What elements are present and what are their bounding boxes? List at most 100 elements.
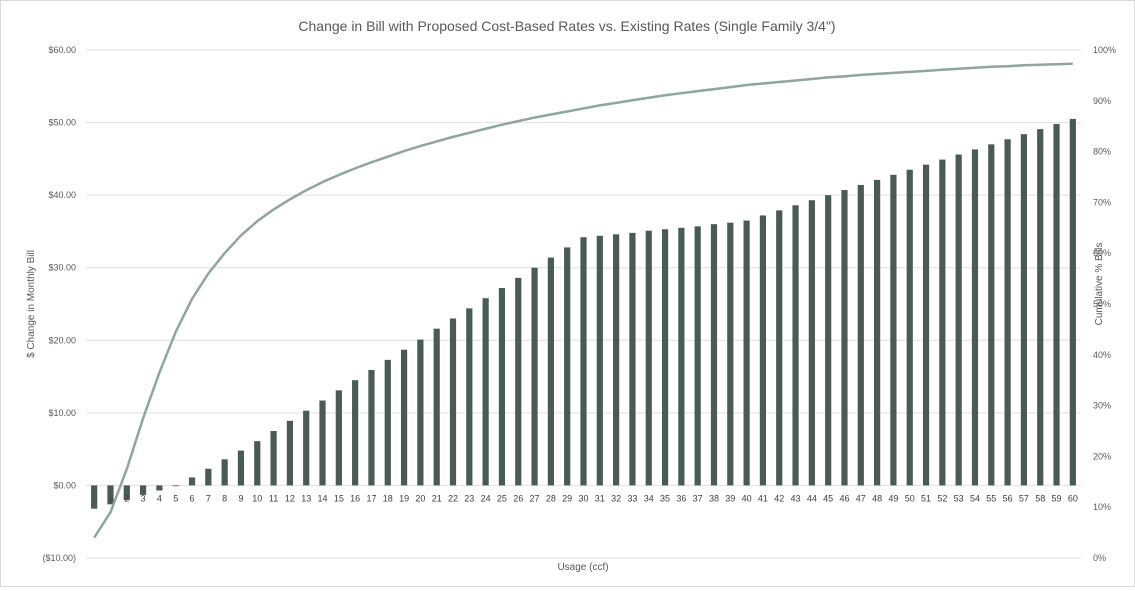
x-tick-label: 48 [872,493,882,503]
bar [564,247,571,486]
x-tick-label: 33 [627,493,637,503]
y2-tick-label: 60% [1093,248,1111,258]
bar [172,485,179,487]
x-tick-label: 42 [774,493,784,503]
bar [237,450,245,486]
x-tick-label: 46 [839,493,849,503]
y2-tick-label: 40% [1093,350,1111,360]
y-tick-label: $50.00 [48,118,76,128]
x-tick-label: 11 [269,493,278,503]
bar [400,349,408,486]
bar [221,459,228,486]
y-tick-label: ($10.00) [42,553,76,563]
bar [629,232,636,486]
x-tick-label: 34 [644,493,654,503]
x-axis-title: Usage (ccf) [557,562,608,573]
x-axis-ticks: 1 2 3 4 5 6 7 8 9 10 11 12 13 14 15 16 17 18 19 20 21 22 23 24 2… [108,493,1078,503]
bar [580,237,587,486]
y2-tick-label: 70% [1093,197,1111,207]
bar [449,318,457,486]
x-tick-label: 27 [530,493,540,503]
x-tick-label: 3 [141,493,146,503]
x-tick-label: 29 [562,493,572,503]
left-axis-ticks: ($10.00) $0.00 $10.00 $20.00 $30.00 $40.00 $50… [42,45,76,563]
y2-tick-label: 20% [1093,451,1111,461]
y-axis-title: $ Change in Monthly Bill [26,250,37,358]
bar [254,441,261,486]
y2-axis-title: Cumulative % Bills [1094,243,1105,326]
bar [531,267,538,486]
bar [613,234,620,486]
right-axis-ticks: 0% 10% 20% 30% 40% 50% 60% 70% 80% 90% 100% [1093,45,1116,563]
bar [971,149,979,486]
x-tick-label: 15 [334,493,344,503]
bar [107,485,114,505]
x-tick-label: 1 [108,493,113,503]
bar [759,215,767,486]
chart-title: Change in Bill with Proposed Cost-Based … [298,18,835,34]
y2-tick-label: 50% [1093,299,1111,309]
x-tick-label: 2 [124,493,129,503]
x-tick-label: 35 [660,493,670,503]
x-tick-label: 19 [399,493,409,503]
bar [466,308,473,486]
bar [906,169,913,486]
bar [433,328,440,486]
x-tick-label: 32 [611,493,621,503]
x-tick-label: 51 [921,493,931,503]
x-tick-label: 22 [448,493,458,503]
x-tick-label: 28 [546,493,556,503]
bar [498,288,506,486]
x-tick-label: 18 [383,493,393,503]
x-tick-label: 13 [301,493,311,503]
x-tick-label: 40 [742,493,752,503]
x-tick-label: 36 [676,493,686,503]
x-tick-label: 37 [693,493,703,503]
x-tick-label: 56 [1003,493,1013,503]
x-tick-label: 54 [970,493,980,503]
bar [792,205,799,486]
x-tick-label: 17 [366,493,376,503]
x-tick-label: 4 [157,493,162,503]
bar [303,410,310,486]
bar [1004,139,1011,486]
cumulative-line-series [93,62,1073,539]
x-tick-label: 58 [1035,493,1045,503]
bar [1069,118,1076,486]
x-tick-label: 24 [481,493,491,503]
bar [988,144,995,486]
x-tick-label: 5 [173,493,178,503]
bar [939,159,946,486]
bar [91,485,98,509]
y2-tick-label: 100% [1093,45,1116,55]
y2-tick-label: 0% [1093,553,1106,563]
bar [547,257,554,486]
y2-tick-label: 30% [1093,401,1111,411]
x-tick-label: 53 [954,493,964,503]
x-tick-label: 6 [190,493,195,503]
x-tick-label: 7 [206,493,211,503]
x-tick-label: 38 [709,493,719,503]
bar [515,277,522,486]
bar [922,164,930,486]
x-tick-label: 23 [464,493,474,503]
x-tick-label: 50 [905,493,915,503]
bar [857,184,864,486]
bar [645,230,652,486]
bar [1053,124,1060,486]
x-tick-label: 55 [986,493,996,503]
bar [661,229,669,486]
bar [335,390,342,486]
y2-tick-label: 90% [1093,96,1111,106]
y2-tick-label: 10% [1093,502,1111,512]
bar [596,235,603,486]
bar [874,179,881,486]
bar [776,210,783,486]
bar [139,485,147,495]
bar [841,190,848,486]
bar [1020,134,1028,486]
x-tick-label: 16 [350,493,360,503]
bar-series [91,118,1076,509]
